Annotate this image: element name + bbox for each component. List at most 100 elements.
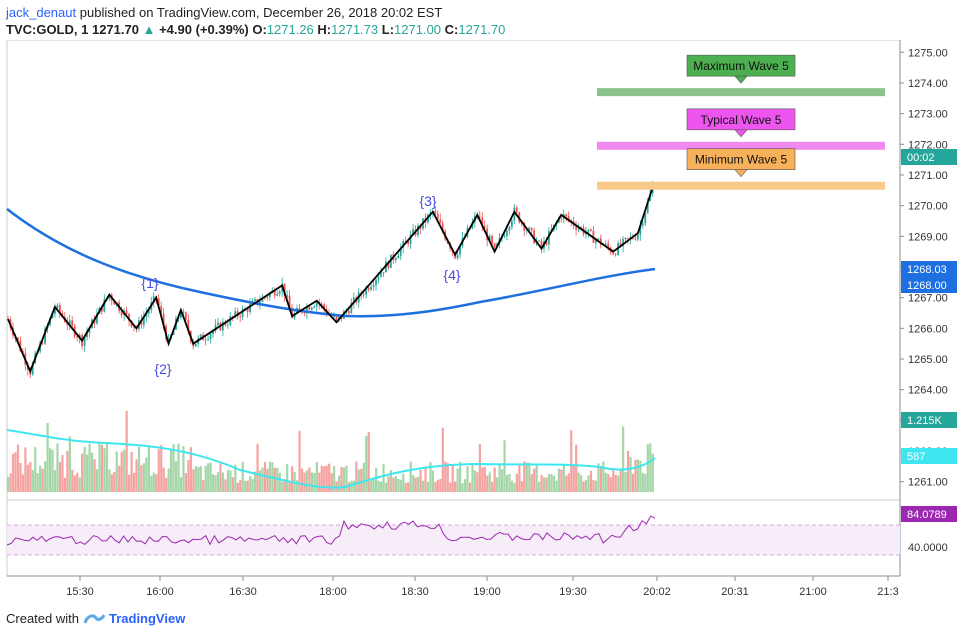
price-tick-label: 1275.00 (908, 47, 948, 59)
wave-label: {4} (443, 267, 460, 283)
volume-bar (503, 440, 506, 492)
volume-bar (505, 474, 509, 492)
wave-label: {1} (141, 275, 158, 291)
candle-body (548, 231, 550, 245)
target-zone-bar (597, 141, 885, 150)
candle-body (147, 310, 150, 314)
volume-bar (483, 467, 486, 492)
time-tick-label: 21:00 (799, 586, 827, 598)
volume-bar (570, 430, 573, 492)
volume-bar (644, 473, 647, 492)
candle-body (303, 312, 306, 314)
candle-body (483, 226, 486, 229)
volume-bar (135, 459, 138, 492)
volume-bar (488, 472, 491, 492)
volume-bar (641, 472, 644, 492)
volume-bar (508, 473, 511, 492)
volume-bar (167, 468, 170, 492)
price-tick-label: 1274.00 (908, 78, 948, 90)
candle-body (382, 272, 385, 274)
candle-body (417, 225, 419, 236)
chart-area[interactable]: 1261.001262.001263.001264.001265.001266.… (0, 39, 965, 615)
candle-body (313, 306, 316, 308)
candle-body (231, 316, 234, 318)
target-zone-bar (597, 88, 885, 97)
volume-bar (281, 481, 284, 492)
volume-bar (434, 481, 437, 492)
volume-bar (229, 470, 232, 492)
price-chart-svg[interactable]: 1261.001262.001263.001264.001265.001266.… (0, 39, 965, 615)
volume-bar (234, 464, 237, 492)
volume-bar (187, 460, 190, 492)
volume-bar (44, 461, 47, 492)
volume-bar (540, 474, 543, 492)
volume-bar (323, 466, 326, 492)
price-tag-label: 84.0789 (907, 509, 947, 521)
candle-body (31, 363, 34, 375)
candle-body (160, 306, 163, 314)
candle-body (412, 229, 414, 235)
candle-body (523, 222, 526, 231)
target-zone-label: Minimum Wave 5 (695, 153, 788, 167)
candle-body (288, 295, 291, 308)
candle-body (528, 227, 531, 231)
tradingview-brand[interactable]: TradingView (108, 611, 186, 626)
candle-body (538, 240, 540, 242)
volume-bar (463, 479, 467, 492)
candle-body (93, 319, 96, 324)
volume-bar (560, 469, 563, 492)
candle-body (68, 320, 71, 325)
price-tag (901, 261, 957, 277)
volume-bar (333, 466, 336, 492)
volume-bar (498, 464, 501, 492)
low-value: 1271.00 (394, 22, 442, 37)
created-with-text: Created with (6, 611, 79, 626)
candle-body (397, 255, 400, 259)
volume-bar (236, 482, 239, 492)
volume-bar (352, 480, 355, 492)
candle-body (533, 230, 536, 244)
volume-bar (515, 473, 519, 492)
volume-bar (565, 475, 568, 492)
candle-body (120, 311, 123, 316)
volume-bar (207, 463, 210, 492)
candle-body (103, 299, 106, 312)
author-link[interactable]: jack_denaut (6, 5, 77, 20)
price-tick-label: 1273.00 (908, 109, 948, 121)
volume-bar (147, 446, 150, 492)
volume-bar (609, 477, 612, 492)
volume-bar (150, 475, 153, 492)
volume-bar (120, 451, 123, 492)
volume-bar (542, 477, 546, 492)
close-value: 1271.70 (458, 22, 506, 37)
candle-body (125, 310, 128, 314)
volume-bar (123, 449, 126, 492)
volume-bar (216, 472, 220, 492)
volume-bar (533, 468, 536, 492)
volume-bar (174, 461, 178, 492)
time-tick-label: 15:30 (66, 586, 94, 598)
rsi-line (6, 515, 656, 546)
wave-zigzag-line (7, 186, 654, 374)
volume-bar (424, 467, 427, 492)
target-zone-bar (597, 181, 885, 190)
target-zone-arrow-icon (734, 75, 748, 84)
candle-body (246, 308, 249, 312)
target-zone-arrow-icon (734, 169, 748, 178)
volume-bar (362, 462, 365, 492)
volume-bar (431, 470, 435, 492)
volume-bar (71, 469, 74, 492)
volume-bar (68, 436, 71, 492)
candle-body (510, 220, 513, 228)
candle-body (634, 238, 637, 240)
volume-bar (291, 466, 294, 492)
time-tick-label: 16:00 (146, 586, 174, 598)
candle-body (145, 313, 148, 317)
volume-bar (239, 480, 242, 492)
volume-bar (530, 473, 533, 492)
price-tag-label: 1.215K (907, 415, 943, 427)
rsi-band (7, 525, 900, 555)
volume-bar (582, 481, 585, 492)
candle-body (182, 312, 185, 314)
candle-body (167, 338, 170, 340)
